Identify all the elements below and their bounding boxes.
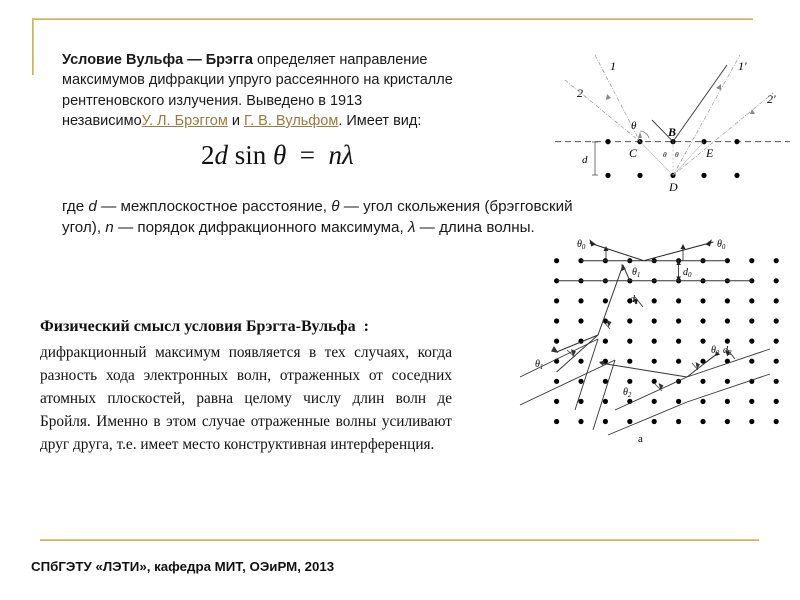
svg-text:B: B: [667, 125, 676, 139]
svg-text:1: 1: [610, 59, 616, 73]
svg-text:θ2: θ2: [711, 345, 720, 357]
svg-text:θ: θ: [675, 150, 679, 159]
svg-text:d0: d0: [683, 267, 692, 279]
svg-text:a: a: [638, 433, 643, 445]
svg-text:D: D: [668, 180, 678, 194]
svg-text:θ2: θ2: [623, 387, 632, 399]
svg-text:θ0: θ0: [717, 239, 726, 251]
svg-text:1': 1': [738, 59, 747, 73]
svg-text:2: 2: [577, 86, 583, 100]
svg-text:θ: θ: [631, 120, 637, 132]
svg-text:θ1: θ1: [632, 267, 640, 279]
svg-text:E: E: [705, 146, 714, 160]
svg-text:θ0: θ0: [577, 239, 586, 251]
svg-text:d: d: [582, 154, 588, 166]
svg-text:2': 2': [767, 92, 776, 106]
svg-text:C: C: [629, 146, 638, 160]
svg-text:θ: θ: [663, 150, 667, 159]
